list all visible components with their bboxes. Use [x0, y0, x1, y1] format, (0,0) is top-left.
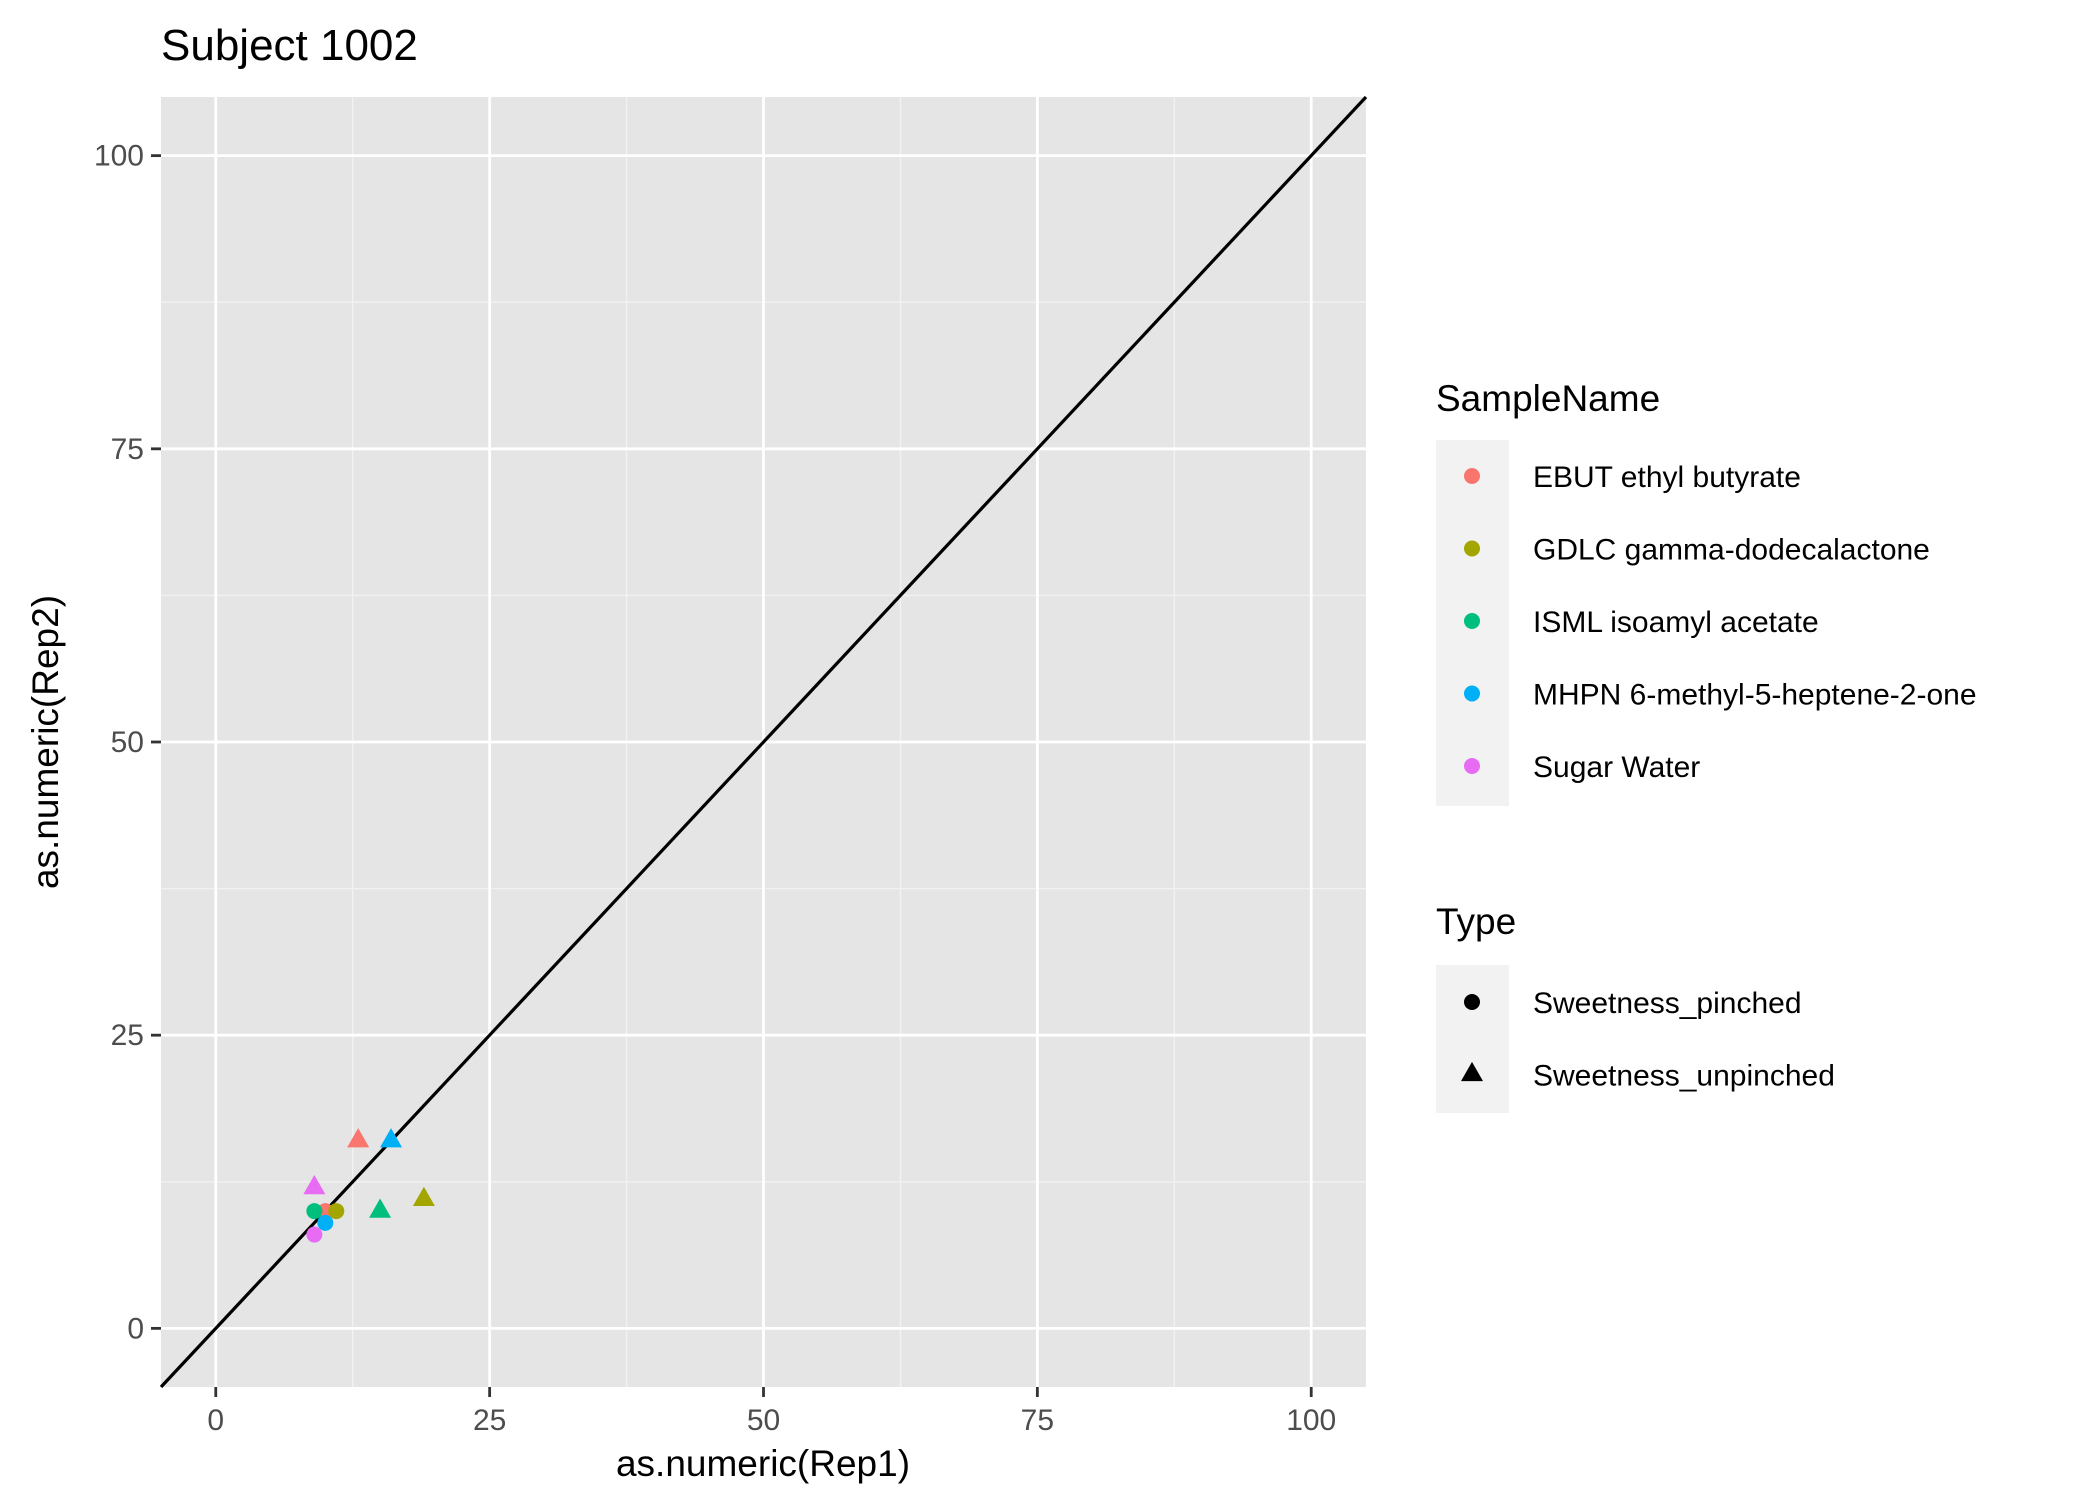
- legend-key-background: [1436, 965, 1509, 1113]
- legend-type: Type Sweetness_pinched Sweetness_unpinche…: [1436, 901, 1835, 1113]
- legend-label: ISML isoamyl acetate: [1533, 606, 1819, 639]
- legend-label: MHPN 6-methyl-5-heptene-2-one: [1533, 679, 1977, 712]
- y-tick-label: 0: [127, 1312, 144, 1345]
- legend-label: GDLC gamma-dodecalactone: [1533, 534, 1930, 567]
- legend-key-point: [1464, 468, 1480, 484]
- legend-label: Sugar Water: [1533, 751, 1700, 784]
- legend-key-point: [1464, 540, 1480, 557]
- y-axis-title: as.numeric(Rep2): [25, 595, 66, 889]
- data-point: [380, 1128, 403, 1148]
- plot-title: Subject 1002: [161, 21, 418, 70]
- legend-label: Sweetness_unpinched: [1533, 1060, 1835, 1093]
- y-tick-label: 50: [111, 726, 144, 759]
- legend-label: Sweetness_pinched: [1533, 987, 1802, 1020]
- legend-key-point: [1464, 758, 1480, 774]
- reference-line-layer: [159, 95, 1368, 1389]
- legend-key-point: [1464, 685, 1480, 702]
- data-point: [369, 1198, 392, 1218]
- x-tick-label: 50: [747, 1404, 780, 1437]
- y-tick-label: 100: [94, 140, 144, 173]
- data-point: [317, 1214, 334, 1231]
- data-point: [303, 1174, 326, 1195]
- data-point: [412, 1186, 435, 1206]
- y-tick-label: 25: [111, 1019, 144, 1052]
- y-tick-label: 75: [111, 433, 144, 466]
- x-tick-label: 75: [1021, 1404, 1054, 1437]
- data-point: [306, 1203, 323, 1220]
- legend-sample-name: SampleName EBUT ethyl butyrate GDLC gamma…: [1436, 378, 1977, 806]
- axes-layer: 0 25 50 75 100 0 25 50 75 100: [94, 140, 1336, 1437]
- x-tick-label: 100: [1286, 1404, 1336, 1437]
- data-point: [347, 1128, 370, 1148]
- legend-key-shape: [1461, 1061, 1483, 1082]
- legend-label: EBUT ethyl butyrate: [1533, 461, 1801, 494]
- legend-title-type: Type: [1436, 901, 1516, 942]
- x-axis-title: as.numeric(Rep1): [616, 1443, 910, 1484]
- x-tick-label: 0: [207, 1404, 224, 1437]
- points-layer: [303, 1128, 435, 1243]
- x-tick-label: 25: [473, 1404, 506, 1437]
- data-point: [328, 1203, 345, 1220]
- reference-line: [159, 95, 1368, 1389]
- legend-title-sample-name: SampleName: [1436, 378, 1660, 419]
- data-point: [317, 1203, 334, 1220]
- legend-key-point: [1464, 613, 1480, 629]
- legend-key-shape: [1464, 994, 1480, 1010]
- data-point: [306, 1226, 323, 1243]
